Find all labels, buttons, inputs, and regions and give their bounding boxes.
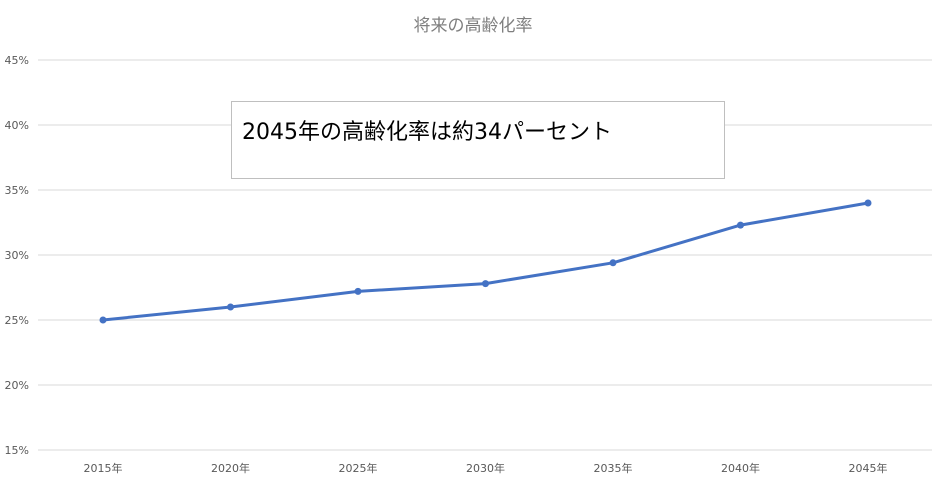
x-tick-label: 2020年 [211,461,250,475]
series-line [101,201,870,322]
data-point [227,303,234,311]
y-tick-label: 40% [5,119,29,132]
y-tick-label: 25% [5,314,29,327]
data-point [482,280,489,288]
data-point [609,259,617,267]
y-axis-ticks: 15% 20% 25% 30% 35% 40% 45% [5,54,29,457]
annotation-text: 2045年の高齢化率は約34パーセント [242,120,612,145]
y-tick-label: 30% [5,249,29,262]
data-point [737,221,744,229]
x-tick-label: 2040年 [721,461,760,475]
x-tick-label: 2030年 [466,461,505,475]
data-point [354,287,362,295]
chart-title: 将来の高齢化率 [414,16,533,36]
series [99,199,872,324]
data-point [864,199,872,207]
y-tick-label: 45% [5,54,29,67]
y-tick-label: 35% [5,184,29,197]
x-tick-label: 2015年 [84,461,123,475]
annotation-box: 2045年の高齢化率は約34パーセント [231,101,725,179]
y-tick-label: 20% [5,379,29,392]
x-tick-label: 2045年 [849,461,888,475]
x-axis-ticks: 2015年 2020年 2025年 2030年 2035年 2040年 2045年 [84,461,888,475]
x-tick-label: 2035年 [594,461,633,475]
x-tick-label: 2025年 [339,461,378,475]
y-tick-label: 15% [5,444,29,457]
data-point [99,316,107,324]
